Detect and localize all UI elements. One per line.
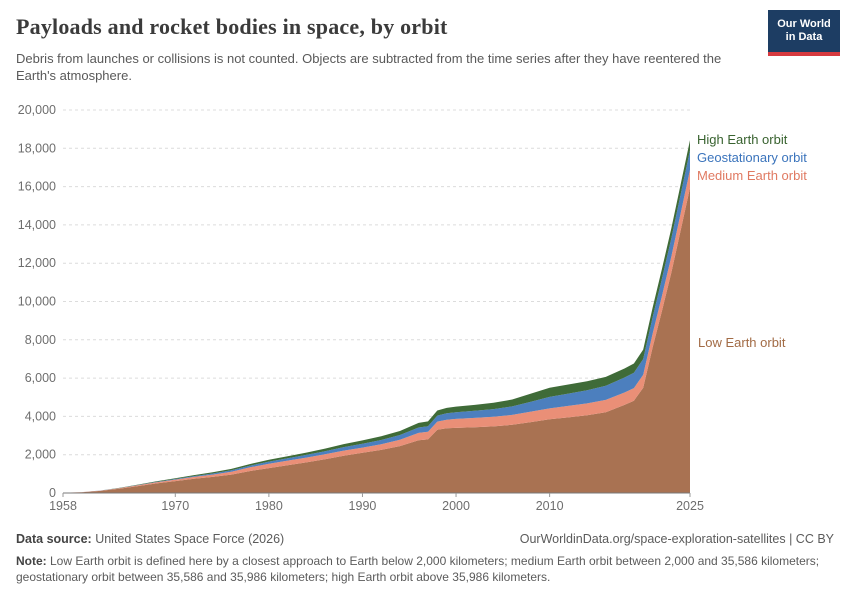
data-source-label: Data source: [16, 532, 92, 546]
owid-logo-line2: in Data [785, 31, 823, 43]
y-tick-label: 0 [49, 486, 56, 500]
data-source: Data source: United States Space Force (… [16, 532, 284, 546]
y-tick-label: 18,000 [18, 141, 56, 155]
x-tick-label: 1990 [349, 499, 377, 513]
area-medium-earth-orbit[interactable] [63, 169, 690, 493]
owid-logo-line1: Our World [777, 18, 831, 30]
y-tick-label: 16,000 [18, 180, 56, 194]
x-tick-label: 1970 [161, 499, 189, 513]
x-tick-label: 2025 [676, 499, 704, 513]
y-tick-label: 12,000 [18, 256, 56, 270]
legend-item-high-earth-orbit[interactable]: High Earth orbit [697, 132, 788, 147]
owid-logo[interactable]: Our World in Data [768, 10, 840, 56]
area-low-earth-orbit[interactable] [63, 187, 690, 493]
y-tick-label: 20,000 [18, 103, 56, 117]
owid-citation-link[interactable]: OurWorldinData.org/space-exploration-sat… [519, 532, 834, 546]
legend-item-geostationary-orbit[interactable]: Geostationary orbit [697, 150, 807, 165]
page-title: Payloads and rocket bodies in space, by … [16, 14, 448, 39]
note-label: Note: [16, 554, 47, 568]
legend: High Earth orbit Geostationary orbit Med… [697, 131, 807, 185]
note-text: Low Earth orbit is defined here by a clo… [16, 554, 820, 584]
y-tick-label: 8,000 [25, 333, 56, 347]
legend-item-low-earth-orbit[interactable]: Low Earth orbit [698, 335, 786, 350]
x-tick-label: 2010 [536, 499, 564, 513]
chart-subtitle: Debris from launches or collisions is no… [16, 51, 722, 83]
y-tick-label: 10,000 [18, 295, 56, 309]
footer-source-row: Data source: United States Space Force (… [16, 532, 834, 546]
data-source-text: United States Space Force (2026) [91, 532, 285, 546]
x-tick-label: 1958 [49, 499, 77, 513]
y-tick-label: 4,000 [25, 409, 56, 423]
x-tick-label: 1980 [255, 499, 283, 513]
y-tick-label: 2,000 [25, 448, 56, 462]
area-geostationary-orbit[interactable] [63, 150, 690, 493]
y-tick-label: 6,000 [25, 371, 56, 385]
legend-item-medium-earth-orbit[interactable]: Medium Earth orbit [697, 168, 807, 183]
footer-note: Note: Low Earth orbit is defined here by… [16, 554, 828, 585]
x-tick-label: 2000 [442, 499, 470, 513]
y-tick-label: 14,000 [18, 218, 56, 232]
